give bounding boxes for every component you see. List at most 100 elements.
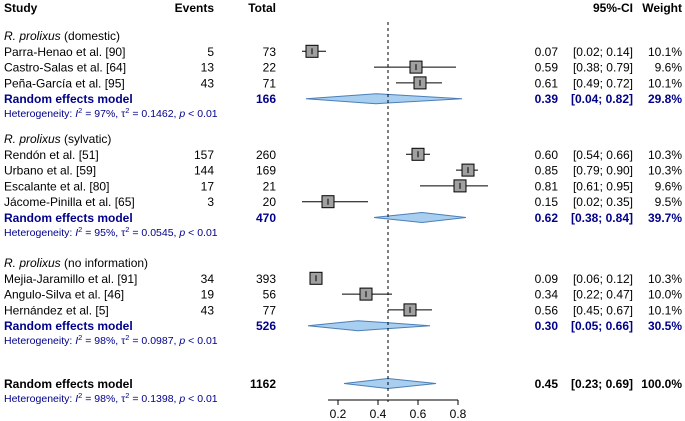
subgroup-heterogeneity: Heterogeneity: I2 = 97%, τ2 = 0.1462, p … bbox=[4, 106, 218, 120]
study-name: Mejia-Jaramillo et al. [91] bbox=[4, 272, 137, 286]
het-i2-sup: 2 bbox=[78, 391, 82, 400]
study-proportion: 0.61 bbox=[535, 76, 559, 90]
study-total: 260 bbox=[256, 148, 276, 162]
het-i2-value: = 97%, bbox=[82, 108, 121, 120]
study-total: 77 bbox=[263, 303, 277, 317]
header-weight: Weight bbox=[642, 1, 682, 15]
overall-summary-label: Random effects model bbox=[4, 377, 133, 391]
het-p-value: < 0.01 bbox=[185, 227, 218, 239]
het-i2-sup: 2 bbox=[78, 333, 82, 342]
study-ci: [0.38; 0.79] bbox=[573, 61, 633, 75]
subgroup-summary-label: Random effects model bbox=[4, 319, 133, 333]
study-proportion: 0.85 bbox=[535, 164, 559, 178]
group-subgroup: (domestic) bbox=[61, 29, 120, 43]
header-ci: 95%-CI bbox=[593, 1, 633, 15]
het-tau-sup: 2 bbox=[125, 391, 129, 400]
subgroup-summary-weight: 29.8% bbox=[648, 92, 682, 106]
header-events: Events bbox=[175, 1, 215, 15]
study-weight: 10.3% bbox=[648, 164, 682, 178]
study-name: Urbano et al. [59] bbox=[4, 164, 96, 178]
subgroup-summary-ci: [0.04; 0.82] bbox=[571, 92, 633, 106]
study-ci: [0.79; 0.90] bbox=[573, 164, 633, 178]
study-name: Castro-Salas et al. [64] bbox=[4, 61, 126, 75]
study-total: 56 bbox=[263, 288, 277, 302]
study-events: 157 bbox=[194, 148, 214, 162]
study-total: 73 bbox=[263, 45, 277, 59]
het-tau: τ bbox=[121, 393, 126, 405]
het-tau-sup: 2 bbox=[125, 106, 129, 115]
study-weight: 10.1% bbox=[648, 303, 682, 317]
het-i2: I bbox=[75, 393, 78, 405]
study-proportion: 0.60 bbox=[535, 148, 559, 162]
x-axis-tick-label: 0.4 bbox=[370, 407, 387, 421]
het-prefix: Heterogeneity: bbox=[4, 227, 75, 239]
group-title: R. prolixus (no information) bbox=[4, 256, 148, 270]
study-events: 34 bbox=[201, 272, 215, 286]
het-i2-sup: 2 bbox=[78, 225, 82, 234]
overall-summary-weight: 100.0% bbox=[641, 377, 682, 391]
study-weight: 10.3% bbox=[648, 148, 682, 162]
study-weight: 10.1% bbox=[648, 45, 682, 59]
study-proportion: 0.07 bbox=[535, 45, 559, 59]
subgroup-summary-total: 526 bbox=[256, 319, 276, 333]
study-total: 21 bbox=[263, 179, 277, 193]
group-species: R. prolixus bbox=[4, 256, 61, 270]
het-tau: τ bbox=[121, 108, 126, 120]
group-subgroup: (no information) bbox=[61, 256, 148, 270]
study-weight: 9.6% bbox=[655, 179, 683, 193]
het-p: p bbox=[178, 227, 185, 239]
study-events: 3 bbox=[207, 195, 214, 209]
het-i2-sup: 2 bbox=[78, 106, 82, 115]
het-prefix: Heterogeneity: bbox=[4, 393, 75, 405]
subgroup-diamond bbox=[373, 211, 467, 224]
overall-summary-proportion: 0.45 bbox=[535, 377, 559, 391]
subgroup-summary-weight: 30.5% bbox=[648, 319, 682, 333]
x-axis-tick-label: 0.6 bbox=[410, 407, 427, 421]
subgroup-summary-ci: [0.05; 0.66] bbox=[571, 319, 633, 333]
study-total: 20 bbox=[263, 195, 277, 209]
study-name: Hernández et al. [5] bbox=[4, 303, 109, 317]
header-total: Total bbox=[248, 1, 276, 15]
overall-diamond bbox=[343, 377, 437, 390]
study-events: 43 bbox=[201, 76, 215, 90]
subgroup-summary-label: Random effects model bbox=[4, 211, 133, 225]
het-i2-value: = 98%, bbox=[82, 393, 121, 405]
study-weight: 9.5% bbox=[655, 195, 683, 209]
het-i2: I bbox=[75, 335, 78, 347]
overall-summary-ci: [0.23; 0.69] bbox=[571, 377, 633, 391]
het-i2-value: = 98%, bbox=[82, 335, 121, 347]
subgroup-summary-ci: [0.38; 0.84] bbox=[571, 211, 633, 225]
study-events: 19 bbox=[201, 288, 215, 302]
study-total: 71 bbox=[263, 76, 277, 90]
het-i2-value: = 95%, bbox=[82, 227, 121, 239]
het-tau-value: = 0.0987, bbox=[129, 335, 179, 347]
het-i2: I bbox=[75, 108, 78, 120]
study-ci: [0.02; 0.14] bbox=[573, 45, 633, 59]
overall-heterogeneity: Heterogeneity: I2 = 98%, τ2 = 0.1398, p … bbox=[4, 391, 218, 405]
study-events: 17 bbox=[201, 179, 215, 193]
group-title: R. prolixus (domestic) bbox=[4, 29, 120, 43]
het-prefix: Heterogeneity: bbox=[4, 108, 75, 120]
subgroup-summary-proportion: 0.30 bbox=[535, 319, 559, 333]
study-name: Angulo-Silva et al. [46] bbox=[4, 288, 124, 302]
subgroup-diamond bbox=[305, 93, 463, 105]
study-ci: [0.02; 0.35] bbox=[573, 195, 633, 209]
study-weight: 10.1% bbox=[648, 76, 682, 90]
subgroup-summary-label: Random effects model bbox=[4, 92, 133, 106]
group-title: R. prolixus (sylvatic) bbox=[4, 132, 111, 146]
overall-summary-total: 1162 bbox=[250, 377, 276, 391]
study-events: 43 bbox=[201, 303, 215, 317]
study-weight: 10.3% bbox=[648, 272, 682, 286]
study-proportion: 0.56 bbox=[535, 303, 559, 317]
group-species: R. prolixus bbox=[4, 29, 61, 43]
study-ci: [0.06; 0.12] bbox=[573, 272, 633, 286]
het-prefix: Heterogeneity: bbox=[4, 335, 75, 347]
header-study: Study bbox=[4, 1, 38, 15]
het-tau-sup: 2 bbox=[125, 333, 129, 342]
study-proportion: 0.09 bbox=[535, 272, 559, 286]
study-proportion: 0.15 bbox=[535, 195, 559, 209]
subgroup-summary-total: 166 bbox=[256, 92, 276, 106]
het-p: p bbox=[178, 393, 185, 405]
subgroup-summary-weight: 39.7% bbox=[648, 211, 682, 225]
study-events: 5 bbox=[207, 45, 214, 59]
